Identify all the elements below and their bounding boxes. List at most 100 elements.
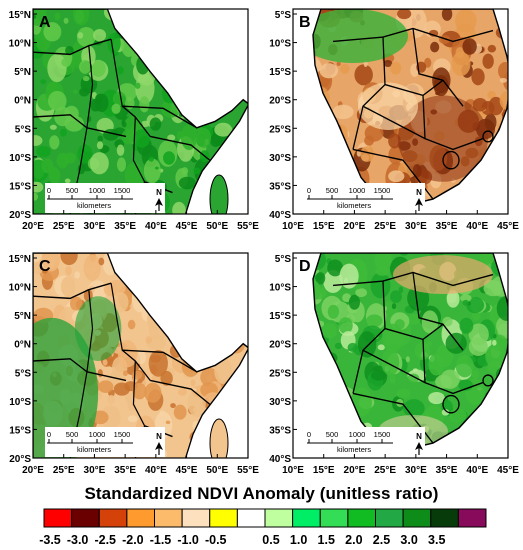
anomaly-patch [77, 32, 84, 39]
north-arrow-icon [415, 198, 423, 206]
anomaly-patch [354, 64, 373, 86]
colorbar-bin [126, 508, 155, 528]
latitude-label: 15°N [9, 10, 31, 21]
anomaly-patch [428, 391, 445, 405]
anomaly-patch [154, 166, 159, 170]
anomaly-patch [69, 296, 83, 311]
longitude-label: 25°E [374, 465, 396, 476]
scale-tick-label: 0 [307, 430, 311, 439]
anomaly-patch [364, 124, 384, 142]
anomaly-patch [33, 263, 43, 275]
anomaly-patch [65, 265, 72, 276]
anomaly-patch [116, 144, 125, 156]
country-border [122, 349, 197, 373]
anomaly-patch [391, 303, 397, 310]
anomaly-patch [98, 380, 114, 393]
latitude-label: 15°N [9, 254, 31, 265]
anomaly-patch [383, 60, 393, 67]
anomaly-patch [196, 127, 212, 148]
anomaly-patch [117, 66, 124, 75]
longitude-label: 30°E [405, 221, 427, 232]
longitude-label: 20°E [22, 465, 44, 476]
longitude-label: 40°E [466, 465, 488, 476]
anomaly-patch [377, 344, 385, 351]
longitude-label: 30°E [84, 221, 106, 232]
colorbar-tick-label: 1.5 [317, 533, 335, 547]
country-border [482, 130, 494, 143]
anomaly-patch [135, 350, 147, 365]
country-border [33, 38, 112, 56]
anomaly-patch [370, 370, 387, 381]
longitude-label: 10°E [282, 465, 304, 476]
colorbar-tick-label: 3.0 [400, 533, 418, 547]
anomaly-patch [388, 133, 401, 149]
anomaly-patch [90, 59, 106, 78]
country-border [362, 349, 426, 384]
wet-zone [313, 9, 408, 64]
colorbar-bin [236, 508, 266, 528]
anomaly-patch [83, 254, 101, 281]
colorbar-tick-label: -2.0 [122, 533, 144, 547]
anomaly-patch [97, 135, 104, 142]
colorbar-tick-label: 2.5 [372, 533, 391, 547]
longitude-label: 55°E [237, 221, 259, 232]
colorbar-tick-label: -3.5 [39, 533, 61, 547]
anomaly-patch [127, 319, 136, 330]
anomaly-patch [471, 370, 480, 379]
country-border [422, 339, 484, 395]
colorbar-bin [292, 508, 321, 528]
anomaly-patch [462, 38, 477, 55]
anomaly-patch [140, 120, 150, 128]
north-arrow: N [155, 432, 163, 455]
colorbar-bin [209, 508, 238, 528]
anomaly-patch [251, 110, 256, 119]
north-label: N [416, 432, 422, 441]
colorbar-bin [430, 508, 459, 528]
anomaly-patch [143, 158, 161, 184]
anomaly-patch [54, 12, 61, 21]
panel-frame [32, 252, 249, 459]
anomaly-patch [442, 316, 453, 327]
anomaly-patch [355, 288, 368, 298]
country-border [482, 374, 494, 387]
panel-letter: A [39, 14, 51, 31]
latitude-label: 35°S [269, 181, 291, 192]
dry-zone [393, 255, 493, 295]
anomaly-patch [509, 283, 523, 308]
anomaly-patch [375, 266, 390, 276]
scale-tick-label: 1000 [349, 430, 366, 439]
country-border [422, 95, 484, 151]
latitude-label: 20°S [269, 340, 291, 351]
anomaly-patch [509, 326, 523, 341]
anomaly-patch [396, 388, 411, 399]
anomaly-patch [167, 134, 176, 141]
colorbar-tick-label: 0.5 [262, 533, 280, 547]
scale-tick-label: 1000 [349, 186, 366, 195]
anomaly-patch [347, 342, 358, 352]
longitude-label: 15°E [313, 465, 335, 476]
anomaly-patch [446, 290, 460, 308]
scale-tick-label: 500 [66, 430, 79, 439]
scale-tick-label: 0 [307, 186, 311, 195]
anomaly-patch [33, 14, 37, 19]
anomaly-patch [73, 89, 78, 94]
longitude-label: 35°E [114, 465, 136, 476]
drought-core [398, 95, 488, 182]
anomaly-patch [214, 357, 232, 384]
anomaly-patch [451, 51, 471, 77]
scale-background [45, 427, 165, 457]
colorbar-tick-label: -2.5 [94, 533, 117, 547]
anomaly-patch [503, 70, 508, 92]
anomaly-patch [370, 272, 391, 299]
panel-letter: C [39, 258, 51, 275]
anomaly-patch [508, 127, 514, 132]
anomaly-patch [177, 388, 187, 396]
anomaly-patch [459, 317, 474, 334]
anomaly-patch [116, 157, 127, 172]
anomaly-patch [64, 178, 71, 184]
anomaly-patch [334, 342, 343, 350]
madagascar-island [209, 174, 229, 214]
colorbar-bin [319, 508, 349, 528]
coastline [312, 253, 508, 451]
